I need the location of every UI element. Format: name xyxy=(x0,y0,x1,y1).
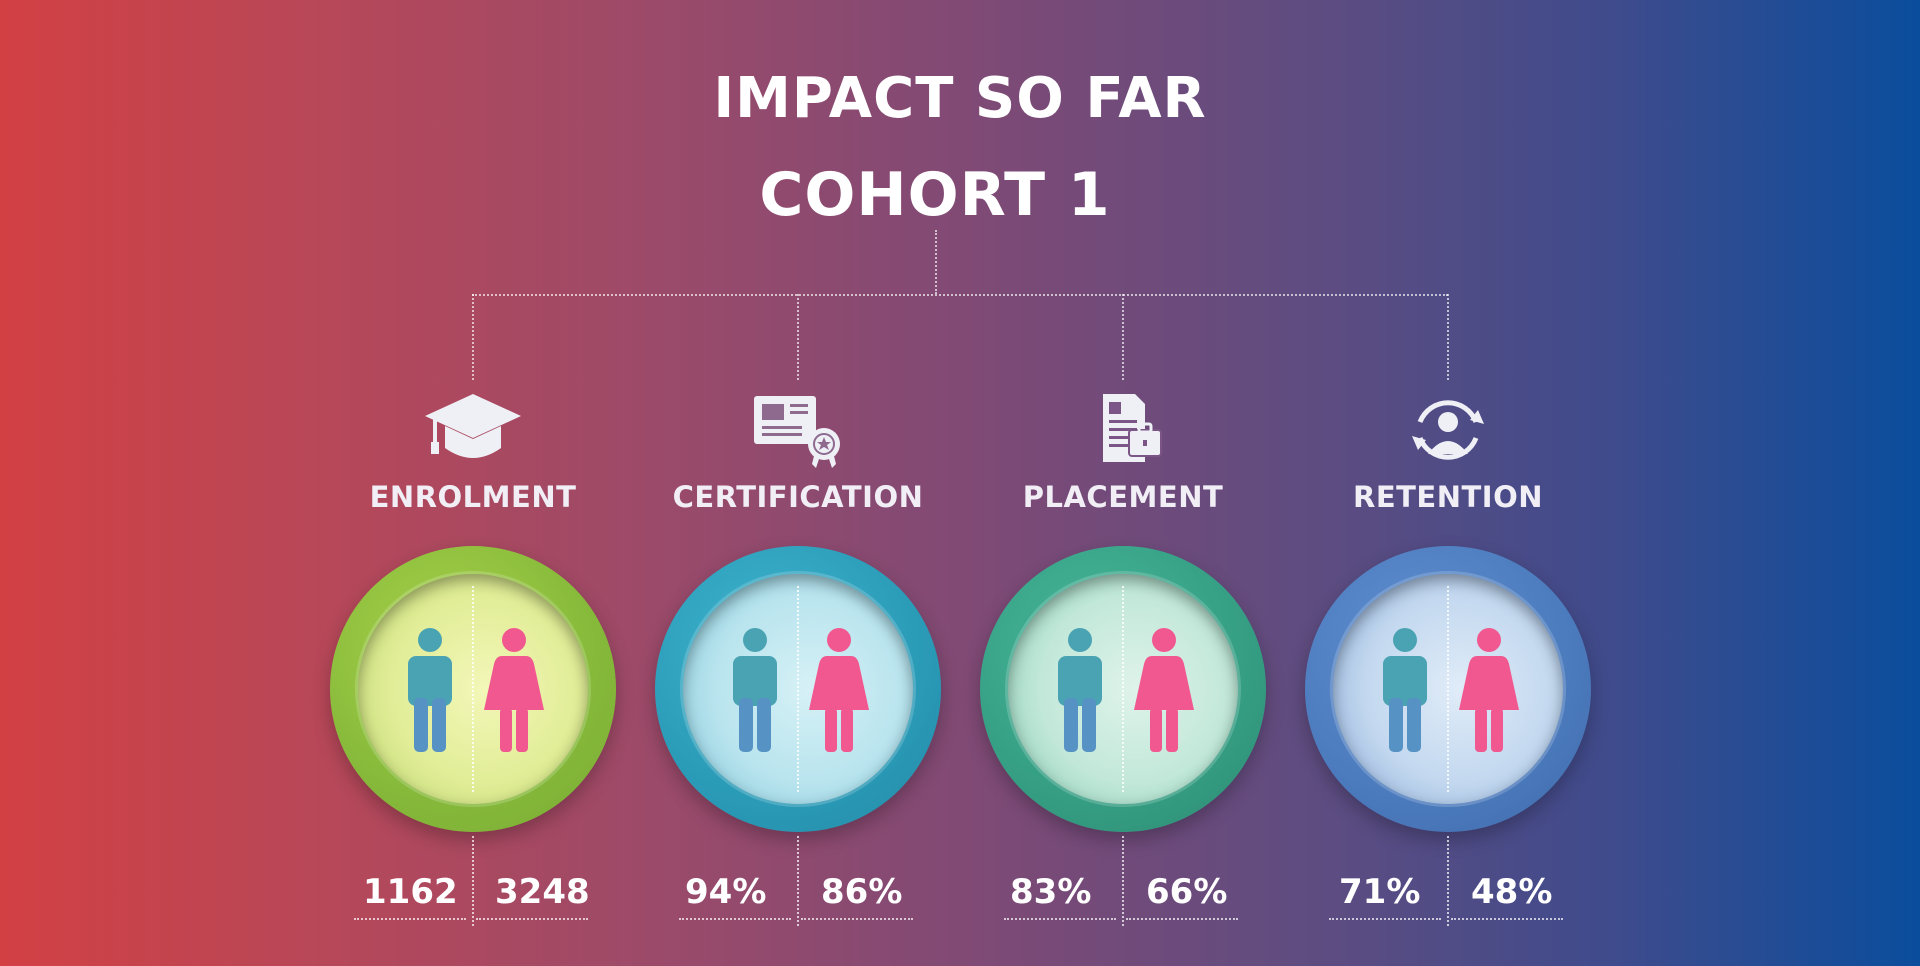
metric-label: PLACEMENT xyxy=(1022,480,1224,514)
male-icon xyxy=(1383,628,1427,752)
male-value-underline xyxy=(1329,918,1441,920)
male-value-underline xyxy=(354,918,466,920)
male-value-underline xyxy=(1004,918,1116,920)
value-divider xyxy=(1122,836,1124,926)
female-value-underline xyxy=(476,918,588,920)
metric-certification: CERTIFICATION 94% 86% xyxy=(633,0,963,966)
tree-branch xyxy=(472,294,1448,296)
metric-label: CERTIFICATION xyxy=(672,480,924,514)
male-icon xyxy=(1058,628,1102,752)
male-value: 71% xyxy=(1339,872,1421,912)
tree-drop-retention xyxy=(1447,294,1449,380)
female-value-underline xyxy=(801,918,913,920)
tree-drop-certification xyxy=(797,294,799,380)
metric-label: ENROLMENT xyxy=(369,480,577,514)
female-value-underline xyxy=(1451,918,1563,920)
female-value: 3248 xyxy=(495,872,590,912)
value-divider xyxy=(1447,836,1449,926)
male-value: 83% xyxy=(1010,872,1092,912)
female-icon xyxy=(484,628,544,752)
female-value: 86% xyxy=(821,872,903,912)
female-icon xyxy=(809,628,869,752)
female-value-underline xyxy=(1126,918,1238,920)
page-title: IMPACT SO FAR xyxy=(713,66,1207,131)
female-icon xyxy=(1134,628,1194,752)
metric-enrolment: ENROLMENT 1162 3248 xyxy=(308,0,638,966)
metric-ring xyxy=(980,546,1266,832)
male-icon xyxy=(408,628,452,752)
tree-drop-placement xyxy=(1122,294,1124,380)
female-value: 66% xyxy=(1146,872,1228,912)
resume-briefcase-icon xyxy=(1103,394,1162,462)
value-divider xyxy=(797,836,799,926)
graduation-cap-icon xyxy=(425,394,521,458)
male-value: 94% xyxy=(685,872,767,912)
metric-placement: PLACEMENT 83% 66% xyxy=(958,0,1288,966)
metric-label: RETENTION xyxy=(1353,480,1543,514)
value-divider xyxy=(472,836,474,926)
male-icon xyxy=(733,628,777,752)
metric-retention: RETENTION 71% 48% xyxy=(1283,0,1613,966)
metric-ring xyxy=(330,546,616,832)
female-value: 48% xyxy=(1471,872,1553,912)
metric-ring xyxy=(655,546,941,832)
tree-stem xyxy=(935,230,937,294)
tree-drop-enrolment xyxy=(472,294,474,380)
male-value: 1162 xyxy=(363,872,458,912)
page-subtitle: COHORT 1 xyxy=(759,160,1111,230)
male-value-underline xyxy=(679,918,791,920)
certificate-icon xyxy=(754,396,840,468)
user-cycle-icon xyxy=(1412,400,1484,460)
female-icon xyxy=(1459,628,1519,752)
metric-ring xyxy=(1305,546,1591,832)
